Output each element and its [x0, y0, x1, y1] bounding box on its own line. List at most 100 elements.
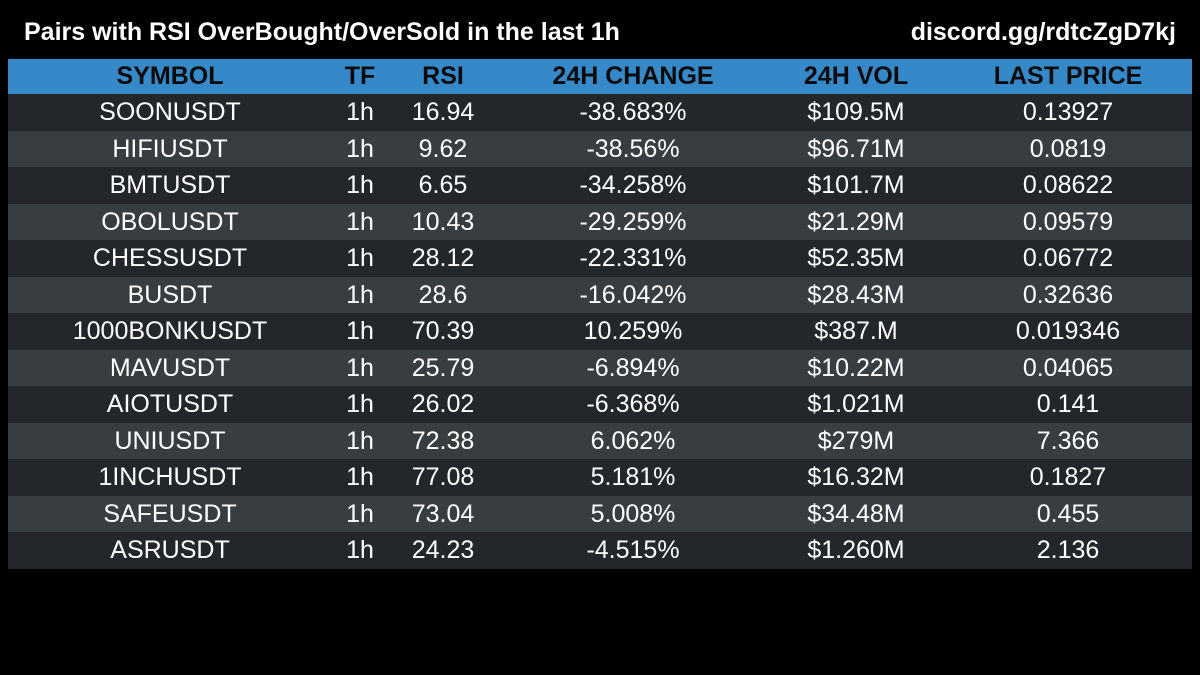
- rsi-cell: 16.94: [411, 98, 475, 127]
- tf-cell: 1h: [346, 244, 374, 273]
- rsi-cell: 28.12: [411, 244, 475, 273]
- rsi-cell: 70.39: [411, 317, 475, 346]
- change-cell: 5.181%: [590, 463, 676, 492]
- symbol-cell: 1INCHUSDT: [98, 463, 242, 492]
- rsi-pairs-table: SYMBOL TF RSI 24H CHANGE 24H VOL LAST PR…: [8, 59, 1192, 569]
- rsi-cell: 77.08: [411, 463, 475, 492]
- table-row[interactable]: CHESSUSDT 1h 28.12 -22.331% $52.35M 0.06772: [8, 240, 1192, 277]
- rsi-cell: 6.65: [418, 171, 468, 200]
- column-header-24h-change[interactable]: 24H CHANGE: [552, 62, 714, 90]
- volume-cell: $387.M: [814, 317, 898, 346]
- change-cell: -22.331%: [579, 244, 687, 273]
- price-cell: 0.0819: [1029, 134, 1107, 163]
- volume-cell: $34.48M: [807, 499, 905, 528]
- rsi-pairs-table-container: SYMBOL TF RSI 24H CHANGE 24H VOL LAST PR…: [8, 59, 1192, 569]
- volume-cell: $16.32M: [807, 463, 905, 492]
- change-cell: -4.515%: [586, 536, 680, 565]
- tf-cell: 1h: [346, 134, 374, 163]
- volume-cell: $1.260M: [807, 536, 905, 565]
- tf-cell: 1h: [346, 317, 374, 346]
- table-row[interactable]: UNIUSDT 1h 72.38 6.062% $279M 7.366: [8, 422, 1192, 459]
- price-cell: 0.04065: [1022, 353, 1114, 382]
- rsi-cell: 72.38: [411, 426, 475, 455]
- change-cell: -38.56%: [586, 134, 680, 163]
- change-cell: 6.062%: [590, 426, 676, 455]
- volume-cell: $101.7M: [807, 171, 905, 200]
- tf-cell: 1h: [346, 98, 374, 127]
- tf-cell: 1h: [346, 390, 374, 419]
- rsi-cell: 24.23: [411, 536, 475, 565]
- price-cell: 0.019346: [1015, 317, 1121, 346]
- column-header-last-price[interactable]: LAST PRICE: [993, 62, 1143, 90]
- table-row[interactable]: AIOTUSDT 1h 26.02 -6.368% $1.021M 0.141: [8, 386, 1192, 423]
- table-row[interactable]: MAVUSDT 1h 25.79 -6.894% $10.22M 0.04065: [8, 349, 1192, 386]
- price-cell: 0.13927: [1022, 98, 1114, 127]
- volume-cell: $52.35M: [807, 244, 905, 273]
- column-header-24h-vol[interactable]: 24H VOL: [803, 62, 909, 90]
- table-row[interactable]: SAFEUSDT 1h 73.04 5.008% $34.48M 0.455: [8, 495, 1192, 532]
- symbol-cell: SAFEUSDT: [103, 499, 237, 528]
- discord-invite-link[interactable]: discord.gg/rdtcZgD7kj: [910, 18, 1176, 46]
- change-cell: 5.008%: [590, 499, 676, 528]
- change-cell: -38.683%: [579, 98, 687, 127]
- table-row[interactable]: HIFIUSDT 1h 9.62 -38.56% $96.71M 0.0819: [8, 130, 1192, 167]
- volume-cell: $21.29M: [807, 207, 905, 236]
- price-cell: 2.136: [1036, 536, 1100, 565]
- volume-cell: $279M: [817, 426, 895, 455]
- rsi-cell: 73.04: [411, 499, 475, 528]
- tf-cell: 1h: [346, 171, 374, 200]
- tf-cell: 1h: [346, 207, 374, 236]
- table-row[interactable]: ASRUSDT 1h 24.23 -4.515% $1.260M 2.136: [8, 532, 1192, 569]
- title-bar: Pairs with RSI OverBought/OverSold in th…: [0, 0, 1200, 58]
- volume-cell: $10.22M: [807, 353, 905, 382]
- volume-cell: $1.021M: [807, 390, 905, 419]
- change-cell: -6.894%: [586, 353, 680, 382]
- symbol-cell: ASRUSDT: [110, 536, 230, 565]
- column-header-symbol[interactable]: SYMBOL: [116, 62, 224, 90]
- tf-cell: 1h: [346, 353, 374, 382]
- change-cell: -16.042%: [579, 280, 687, 309]
- rsi-cell: 28.6: [418, 280, 468, 309]
- symbol-cell: SOONUSDT: [99, 98, 241, 127]
- symbol-cell: HIFIUSDT: [112, 134, 228, 163]
- price-cell: 0.09579: [1022, 207, 1114, 236]
- symbol-cell: BUSDT: [127, 280, 213, 309]
- table-header-row: SYMBOL TF RSI 24H CHANGE 24H VOL LAST PR…: [8, 59, 1192, 94]
- rsi-cell: 9.62: [418, 134, 468, 163]
- price-cell: 7.366: [1036, 426, 1100, 455]
- price-cell: 0.1827: [1029, 463, 1107, 492]
- price-cell: 0.06772: [1022, 244, 1114, 273]
- volume-cell: $96.71M: [807, 134, 905, 163]
- change-cell: -34.258%: [579, 171, 687, 200]
- table-row[interactable]: BMTUSDT 1h 6.65 -34.258% $101.7M 0.08622: [8, 167, 1192, 204]
- price-cell: 0.141: [1036, 390, 1100, 419]
- tf-cell: 1h: [346, 499, 374, 528]
- change-cell: 10.259%: [583, 317, 683, 346]
- price-cell: 0.08622: [1022, 171, 1114, 200]
- volume-cell: $109.5M: [807, 98, 905, 127]
- symbol-cell: BMTUSDT: [109, 171, 231, 200]
- tf-cell: 1h: [346, 280, 374, 309]
- table-row[interactable]: OBOLUSDT 1h 10.43 -29.259% $21.29M 0.09579: [8, 203, 1192, 240]
- symbol-cell: CHESSUSDT: [92, 244, 248, 273]
- tf-cell: 1h: [346, 536, 374, 565]
- page-title: Pairs with RSI OverBought/OverSold in th…: [24, 18, 620, 46]
- table-row[interactable]: BUSDT 1h 28.6 -16.042% $28.43M 0.32636: [8, 276, 1192, 313]
- tf-cell: 1h: [346, 463, 374, 492]
- symbol-cell: UNIUSDT: [114, 426, 226, 455]
- column-header-tf[interactable]: TF: [344, 62, 376, 90]
- table-row[interactable]: SOONUSDT 1h 16.94 -38.683% $109.5M 0.13927: [8, 94, 1192, 131]
- table-row[interactable]: 1INCHUSDT 1h 77.08 5.181% $16.32M 0.1827: [8, 459, 1192, 496]
- rsi-cell: 26.02: [411, 390, 475, 419]
- table-row[interactable]: 1000BONKUSDT 1h 70.39 10.259% $387.M 0.019346: [8, 313, 1192, 350]
- symbol-cell: AIOTUSDT: [106, 390, 234, 419]
- table-body: SOONUSDT 1h 16.94 -38.683% $109.5M 0.13927 HIF…: [8, 94, 1192, 569]
- rsi-cell: 10.43: [411, 207, 475, 236]
- column-header-rsi[interactable]: RSI: [422, 62, 464, 90]
- change-cell: -6.368%: [586, 390, 680, 419]
- volume-cell: $28.43M: [807, 280, 905, 309]
- price-cell: 0.32636: [1022, 280, 1114, 309]
- tf-cell: 1h: [346, 426, 374, 455]
- change-cell: -29.259%: [579, 207, 687, 236]
- symbol-cell: MAVUSDT: [109, 353, 231, 382]
